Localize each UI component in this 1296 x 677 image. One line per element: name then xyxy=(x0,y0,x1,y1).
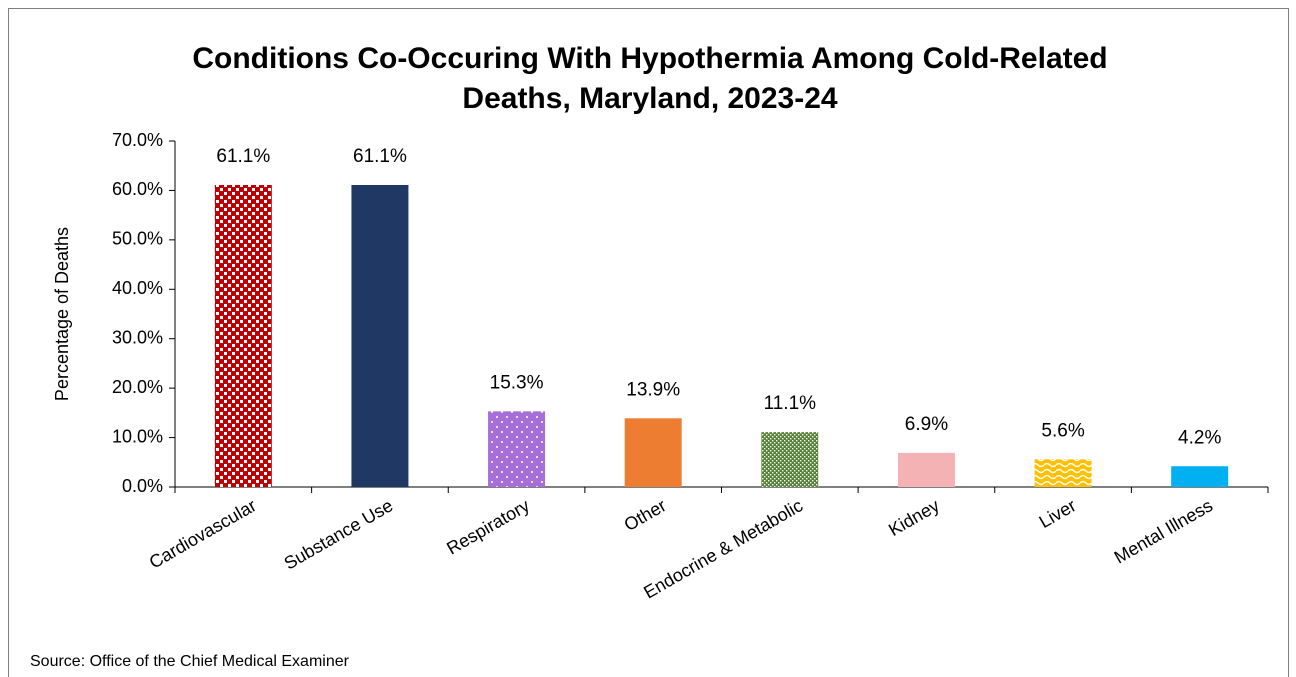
y-tick-label: 10.0% xyxy=(112,426,163,446)
data-label: 6.9% xyxy=(905,414,948,435)
y-tick-label: 70.0% xyxy=(112,130,163,150)
y-tick-label: 30.0% xyxy=(112,327,163,347)
source-note: Source: Office of the Chief Medical Exam… xyxy=(30,653,350,670)
bar xyxy=(897,452,955,487)
chart-title: Deaths, Maryland, 2023-24 xyxy=(462,82,837,115)
data-label: 61.1% xyxy=(353,146,407,167)
y-tick-label: 50.0% xyxy=(112,229,163,249)
y-tick-label: 20.0% xyxy=(112,377,163,397)
data-label: 4.2% xyxy=(1178,427,1221,448)
y-tick-label: 0.0% xyxy=(122,476,163,496)
data-label: 13.9% xyxy=(626,379,680,400)
bar xyxy=(624,418,682,487)
data-label: 11.1% xyxy=(764,393,817,414)
y-tick-label: 40.0% xyxy=(112,278,163,298)
data-label: 61.1% xyxy=(216,146,270,167)
data-label: 5.6% xyxy=(1041,420,1084,441)
chart-title: Conditions Co-Occuring With Hypothermia … xyxy=(192,42,1107,75)
y-axis-title: Percentage of Deaths xyxy=(52,227,72,401)
bar xyxy=(761,432,819,487)
bar xyxy=(1171,466,1229,487)
data-label: 15.3% xyxy=(490,372,544,393)
bar xyxy=(214,184,272,487)
bar xyxy=(1034,459,1092,487)
bar xyxy=(488,411,546,487)
bar xyxy=(351,184,409,487)
y-tick-label: 60.0% xyxy=(112,179,163,199)
